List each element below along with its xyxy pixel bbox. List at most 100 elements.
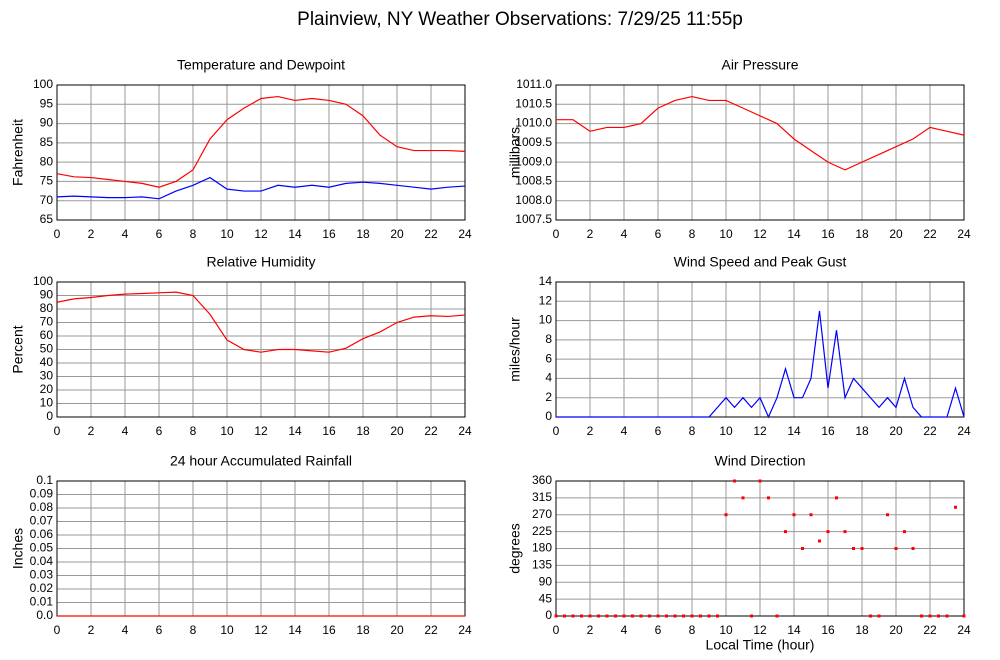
chart-title: Wind Direction — [714, 453, 805, 469]
y-tick-label: 4 — [545, 371, 552, 385]
x-tick-label: 12 — [254, 227, 268, 241]
y-tick-label: 1008.0 — [515, 193, 552, 207]
x-tick-label: 24 — [957, 424, 971, 438]
y-tick-label: 1008.5 — [515, 174, 552, 188]
x-tick-label: 24 — [458, 227, 472, 241]
chart-title: Relative Humidity — [207, 254, 316, 270]
data-point — [699, 614, 702, 618]
y-tick-label: 90 — [40, 116, 54, 130]
y-tick-label: 100 — [33, 77, 53, 91]
x-tick-label: 12 — [753, 623, 767, 637]
y-tick-label: 70 — [40, 193, 54, 207]
x-tick-label: 20 — [889, 623, 903, 637]
y-tick-label: 95 — [40, 96, 54, 110]
x-tick-label: 16 — [821, 623, 835, 637]
x-tick-label: 2 — [88, 424, 95, 438]
y-tick-label: 6 — [545, 351, 552, 365]
data-point — [809, 513, 813, 517]
y-tick-label: 30 — [40, 369, 54, 383]
data-point — [954, 505, 957, 509]
y-tick-label: 0.03 — [30, 568, 54, 582]
x-tick-label: 16 — [322, 424, 336, 438]
x-tick-label: 22 — [424, 623, 438, 637]
y-tick-label: 2 — [545, 390, 552, 404]
y-tick-label: 1011.0 — [516, 77, 552, 91]
data-point — [911, 547, 915, 550]
y-tick-label: 90 — [40, 288, 54, 302]
x-tick-label: 8 — [689, 623, 696, 637]
data-point — [656, 614, 660, 618]
y-axis-label: Inches — [10, 528, 26, 569]
data-point — [622, 614, 626, 618]
data-point — [716, 614, 719, 618]
x-tick-label: 10 — [220, 227, 234, 241]
y-tick-label: 0.01 — [30, 595, 54, 609]
data-point — [690, 614, 694, 618]
y-tick-label: 10 — [539, 313, 553, 327]
data-point — [750, 614, 753, 618]
x-tick-label: 22 — [424, 227, 438, 241]
data-point — [775, 614, 779, 618]
data-point — [945, 614, 949, 618]
x-tick-label: 16 — [821, 227, 835, 241]
y-tick-label: 0 — [46, 409, 53, 423]
y-tick-label: 14 — [539, 274, 553, 288]
data-point — [869, 614, 872, 618]
y-tick-label: 225 — [532, 524, 552, 538]
y-tick-label: 360 — [532, 473, 552, 487]
chart-title: Wind Speed and Peak Gust — [674, 254, 847, 270]
y-tick-label: 85 — [40, 135, 54, 149]
data-point — [707, 614, 711, 618]
x-tick-label: 0 — [553, 227, 560, 241]
x-tick-label: 14 — [288, 227, 302, 241]
y-tick-label: 1010.5 — [515, 96, 552, 110]
x-tick-label: 22 — [923, 623, 937, 637]
data-point — [894, 547, 898, 550]
y-tick-label: 90 — [539, 574, 553, 588]
data-point — [962, 614, 966, 618]
x-tick-label: 24 — [458, 424, 472, 438]
data-point — [614, 614, 617, 618]
data-point — [903, 530, 906, 534]
data-line — [56, 176, 466, 200]
x-tick-label: 8 — [190, 227, 197, 241]
x-tick-label: 20 — [390, 623, 404, 637]
x-tick-label: 8 — [190, 424, 197, 438]
y-tick-label: 0.06 — [30, 527, 54, 541]
y-tick-label: 0.04 — [30, 554, 54, 568]
x-tick-label: 0 — [54, 424, 61, 438]
x-tick-label: 8 — [190, 623, 197, 637]
y-tick-label: 100 — [33, 274, 53, 288]
x-tick-label: 18 — [855, 424, 869, 438]
x-tick-label: 0 — [553, 424, 560, 438]
data-point — [665, 614, 668, 618]
data-line — [56, 95, 466, 188]
data-point — [826, 530, 830, 534]
page-title: Plainview, NY Weather Observations: 7/29… — [297, 9, 743, 30]
x-tick-label: 18 — [855, 227, 869, 241]
x-tick-label: 0 — [54, 227, 61, 241]
x-tick-label: 14 — [787, 227, 801, 241]
x-tick-label: 22 — [424, 424, 438, 438]
x-tick-label: 6 — [655, 424, 662, 438]
chart-title: Air Pressure — [721, 57, 798, 73]
y-tick-label: 12 — [539, 293, 553, 307]
y-tick-label: 1007.5 — [515, 212, 552, 226]
data-point — [758, 479, 762, 483]
y-axis-label: Percent — [10, 325, 26, 373]
y-tick-label: 0.0 — [36, 608, 53, 622]
x-tick-label: 20 — [390, 424, 404, 438]
plot-frame — [555, 281, 965, 418]
y-tick-label: 135 — [532, 558, 552, 572]
x-axis-label: Local Time (hour) — [706, 637, 815, 653]
y-tick-label: 60 — [40, 328, 54, 342]
y-tick-label: 1009.5 — [515, 135, 552, 149]
x-tick-label: 12 — [254, 623, 268, 637]
y-tick-label: 80 — [40, 301, 54, 315]
x-tick-label: 4 — [621, 227, 628, 241]
data-point — [852, 547, 855, 550]
x-tick-label: 4 — [122, 424, 129, 438]
data-point — [733, 479, 736, 483]
y-axis-label: degrees — [507, 523, 523, 574]
